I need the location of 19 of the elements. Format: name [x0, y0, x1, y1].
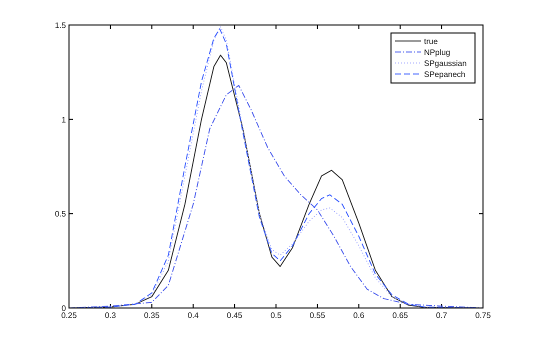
x-tick-label: 0.5 [270, 311, 282, 320]
x-tick-label: 0.4 [188, 311, 200, 320]
y-tick-label: 1 [62, 115, 67, 124]
x-tick-label: 0.55 [310, 311, 326, 320]
x-tick-label: 0.45 [226, 311, 243, 320]
x-tick-label: 0.7 [436, 311, 448, 320]
legend-label: NPplug [424, 48, 450, 57]
x-tick-label: 0.65 [392, 311, 409, 320]
x-tick-label: 0.35 [144, 311, 160, 320]
legend-label: SPepanech [424, 70, 466, 79]
legend-label: SPgaussian [424, 59, 467, 68]
x-tick-label: 0.25 [61, 311, 78, 320]
y-tick-label: 0 [62, 304, 67, 313]
y-tick-label: 0.5 [54, 210, 67, 219]
x-tick-label: 0.6 [353, 311, 365, 320]
y-tick-label: 1.5 [54, 21, 67, 30]
x-tick-label: 0.75 [475, 311, 492, 320]
legend-label: true [424, 37, 438, 46]
x-tick-label: 0.3 [104, 311, 117, 320]
